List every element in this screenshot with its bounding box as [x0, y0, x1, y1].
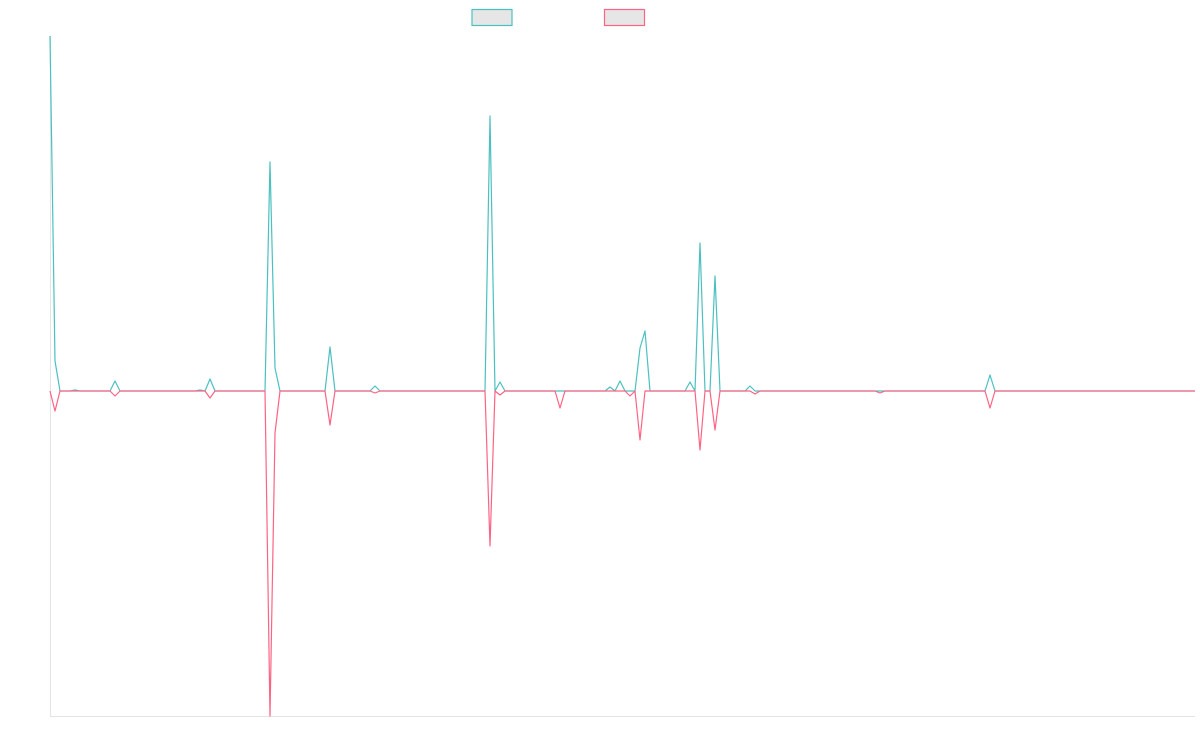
legend-swatch[interactable]: [471, 8, 513, 27]
series-line: [49, 35, 1195, 392]
legend-swatch[interactable]: [603, 8, 646, 27]
series-line: [49, 390, 1195, 717]
